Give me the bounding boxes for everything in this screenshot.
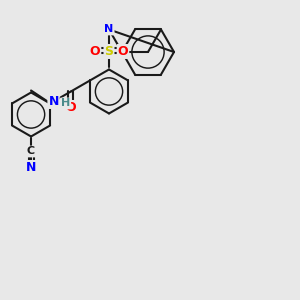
Text: N: N [48, 95, 59, 108]
Text: C: C [27, 146, 35, 157]
Text: N: N [26, 161, 36, 174]
Text: N: N [104, 25, 114, 34]
Text: O: O [66, 101, 76, 114]
Text: O: O [90, 45, 100, 58]
Text: S: S [104, 45, 113, 58]
Text: H: H [61, 98, 70, 109]
Text: O: O [118, 45, 128, 58]
